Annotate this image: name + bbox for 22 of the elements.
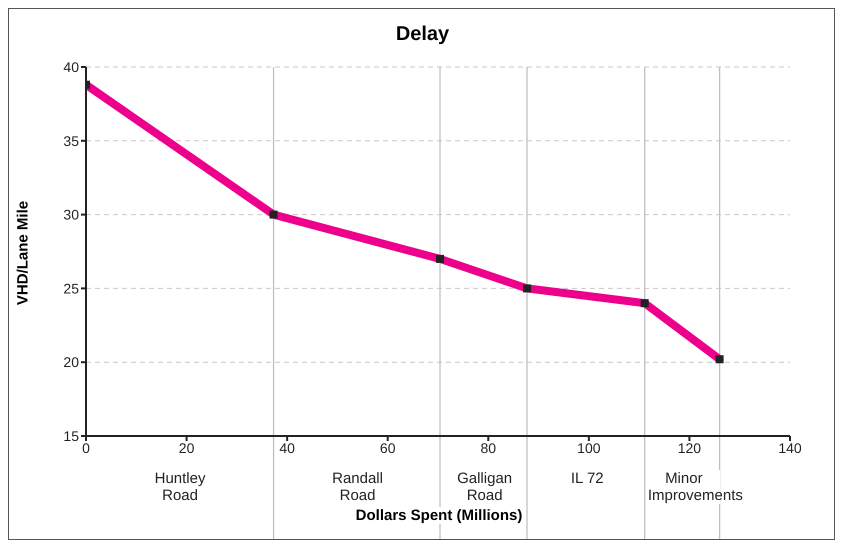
x-tick-label: 140 <box>778 440 802 456</box>
y-tick-label: 15 <box>63 428 80 444</box>
y-axis-title: VHD/Lane Mile <box>14 200 32 305</box>
x-tick-label: 20 <box>178 440 195 456</box>
text: IL 72 <box>570 470 604 487</box>
y-tick-label: 25 <box>63 280 80 296</box>
text: Huntley Road <box>144 470 216 504</box>
chart-title: Delay <box>394 23 450 46</box>
x-tick-label: 120 <box>678 440 702 456</box>
x-tick-label: 40 <box>279 440 296 456</box>
x-axis-title: Dollars Spent (Millions) <box>356 507 522 524</box>
x-tick-label: 60 <box>380 440 396 456</box>
x-tick-label: 100 <box>577 440 601 456</box>
text: Minor Improvements <box>648 470 743 504</box>
text: Randall Road <box>322 470 394 504</box>
text: Galligan Road <box>448 470 521 504</box>
y-tick-label: 20 <box>63 354 80 370</box>
x-tick-label: 80 <box>480 440 496 456</box>
y-tick-label: 30 <box>63 206 80 223</box>
x-tick-label: 0 <box>82 440 90 456</box>
y-tick-label: 40 <box>63 58 80 75</box>
y-tick-label: 35 <box>63 132 80 149</box>
